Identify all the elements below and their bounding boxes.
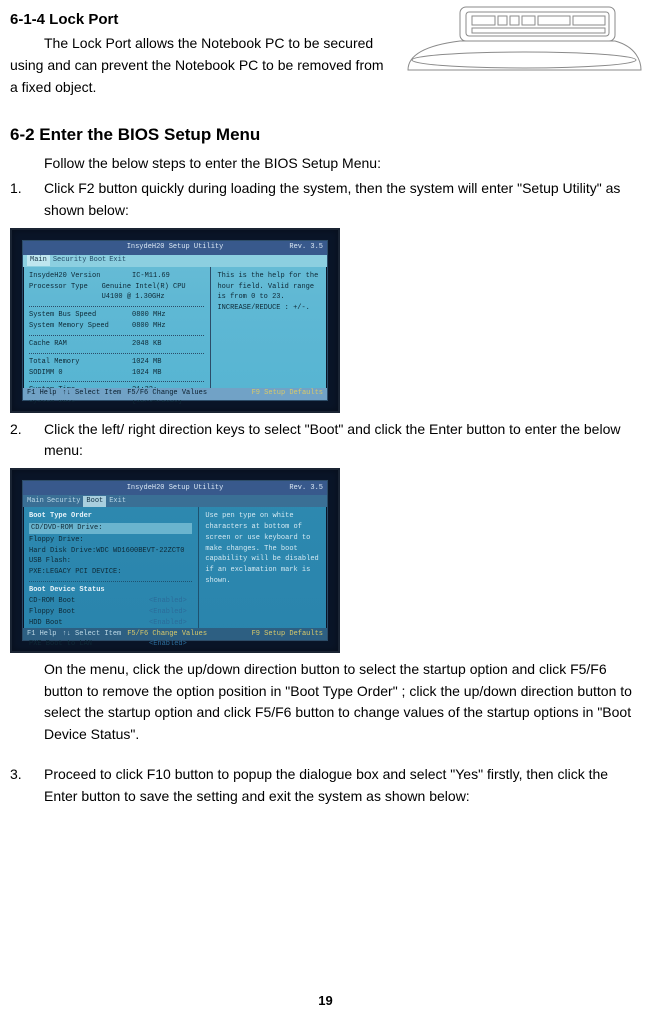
list-number-2: 2.: [10, 419, 44, 462]
list-number-3: 3.: [10, 764, 44, 807]
bios-screenshot-1: InsydeH20 Setup Utility Rev. 3.5 Main Se…: [10, 228, 340, 413]
list-item-1: Click F2 button quickly during loading t…: [44, 178, 641, 221]
para-after-2: On the menu, click the up/down direction…: [44, 659, 641, 746]
para-intro: Follow the below steps to enter the BIOS…: [10, 153, 641, 175]
notebook-illustration: [402, 2, 647, 77]
para-lockport: The Lock Port allows the Notebook PC to …: [10, 33, 395, 98]
list-item-3: Proceed to click F10 button to popup the…: [44, 764, 641, 807]
bios-screenshot-2: InsydeH20 Setup Utility Rev. 3.5 Main Se…: [10, 468, 340, 653]
page-number: 19: [0, 991, 651, 1011]
list-item-2: Click the left/ right direction keys to …: [44, 419, 641, 462]
heading-6-2: 6-2 Enter the BIOS Setup Menu: [10, 122, 641, 148]
list-number-1: 1.: [10, 178, 44, 221]
